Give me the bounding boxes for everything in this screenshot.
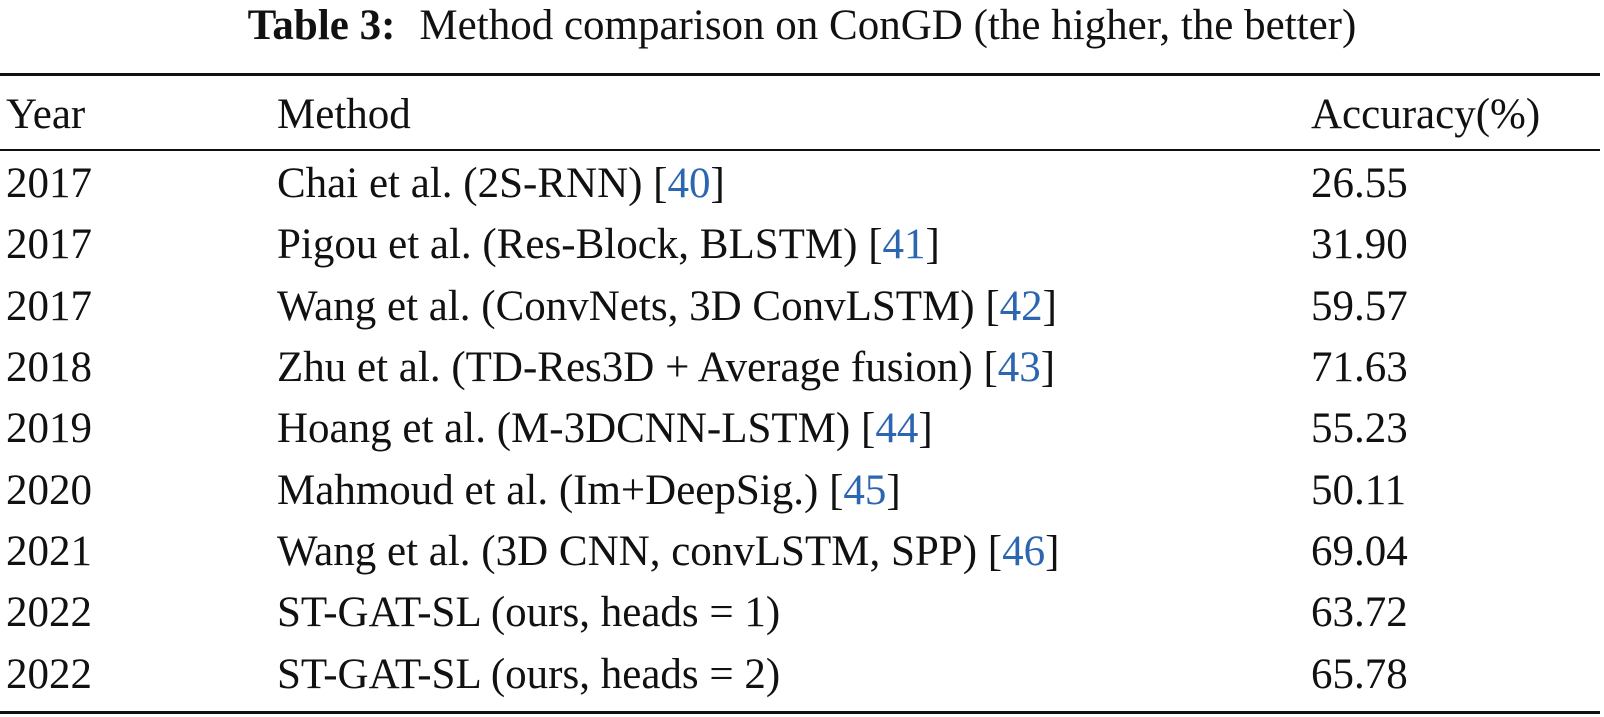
table-caption: Table 3: Method comparison on ConGD (the … — [0, 2, 1604, 50]
citation-bracket: ] — [1042, 282, 1057, 330]
citation-bracket: ] — [710, 160, 725, 208]
citation-link[interactable]: 46 — [1002, 527, 1046, 575]
method-name: Wang et al. (3D CNN, convLSTM, SPP) [ — [277, 527, 1003, 575]
citation-bracket: ] — [925, 221, 940, 269]
cell-accuracy: 65.78 — [1311, 650, 1408, 698]
cell-accuracy: 26.55 — [1311, 160, 1408, 208]
cell-method: Mahmoud et al. (Im+DeepSig.) [45] — [277, 459, 1311, 520]
header-accuracy: Accuracy(%) — [1311, 90, 1541, 138]
header-rule — [0, 149, 1600, 151]
results-table: Year Method Accuracy(%) 2017 Chai et al. … — [0, 81, 1604, 705]
cell-year: 2017 — [6, 221, 92, 269]
cell-accuracy: 63.72 — [1311, 589, 1408, 637]
cell-method: Wang et al. (ConvNets, 3D ConvLSTM) [42] — [277, 276, 1311, 337]
table-row: 2022 ST-GAT-SL (ours, heads = 2) 65.78 — [0, 643, 1604, 704]
citation-link[interactable]: 41 — [882, 221, 926, 269]
method-name: ST-GAT-SL (ours, heads = 2) — [277, 650, 781, 698]
citation-bracket: ] — [1040, 344, 1056, 392]
citation-bracket: ] — [886, 466, 901, 514]
citation-link[interactable]: 45 — [843, 466, 887, 514]
cell-year: 2017 — [6, 282, 92, 330]
table-row: 2021 Wang et al. (3D CNN, convLSTM, SPP) … — [0, 521, 1604, 582]
cell-accuracy: 59.57 — [1311, 282, 1408, 330]
cell-method: Zhu et al. (TD-Res3D + Average fusion) [… — [277, 337, 1311, 398]
header-year: Year — [6, 90, 86, 138]
citation-link[interactable]: 43 — [997, 344, 1041, 392]
method-name: Chai et al. (2S-RNN) [ — [277, 160, 668, 208]
header-row: Year Method Accuracy(%) — [0, 81, 1604, 147]
cell-accuracy: 31.90 — [1311, 221, 1408, 269]
table-row: 2020 Mahmoud et al. (Im+DeepSig.) [45] 50.… — [0, 459, 1604, 520]
method-name: Pigou et al. (Res-Block, BLSTM) [ — [277, 221, 883, 269]
citation-link[interactable]: 42 — [999, 282, 1043, 330]
table-row: 2018 Zhu et al. (TD-Res3D + Average fusio… — [0, 337, 1604, 398]
method-name: Hoang et al. (M-3DCNN-LSTM) [ — [277, 405, 876, 453]
table-header: Year Method Accuracy(%) — [0, 81, 1604, 153]
table-row: 2022 ST-GAT-SL (ours, heads = 1) 63.72 — [0, 582, 1604, 643]
cell-year: 2020 — [6, 466, 92, 514]
caption-label: Table 3: — [247, 2, 396, 49]
table-row: 2017 Chai et al. (2S-RNN) [40] 26.55 — [0, 153, 1604, 214]
cell-method: Chai et al. (2S-RNN) [40] — [277, 153, 1311, 214]
cell-accuracy: 55.23 — [1311, 405, 1408, 453]
cell-method: Hoang et al. (M-3DCNN-LSTM) [44] — [277, 398, 1311, 459]
bottom-rule — [0, 711, 1600, 714]
cell-method: ST-GAT-SL (ours, heads = 1) — [277, 582, 1311, 643]
cell-accuracy: 69.04 — [1311, 527, 1408, 575]
cell-method: ST-GAT-SL (ours, heads = 2) — [277, 643, 1311, 704]
cell-year: 2022 — [6, 589, 92, 637]
cell-year: 2022 — [6, 650, 92, 698]
cell-accuracy: 50.11 — [1311, 466, 1407, 514]
cell-year: 2018 — [6, 344, 92, 392]
citation-bracket: ] — [1045, 527, 1060, 575]
method-name: Zhu et al. (TD-Res3D + Average fusion) [ — [277, 344, 998, 392]
cell-accuracy: 71.63 — [1311, 344, 1408, 392]
method-name: Wang et al. (ConvNets, 3D ConvLSTM) [ — [277, 282, 1000, 330]
table-row: 2017 Pigou et al. (Res-Block, BLSTM) [41]… — [0, 214, 1604, 275]
cell-method: Wang et al. (3D CNN, convLSTM, SPP) [46] — [277, 521, 1311, 582]
cell-year: 2021 — [6, 527, 92, 575]
top-rule — [0, 73, 1600, 76]
header-method: Method — [277, 90, 411, 138]
method-name: ST-GAT-SL (ours, heads = 1) — [277, 589, 781, 637]
table-row: 2017 Wang et al. (ConvNets, 3D ConvLSTM) … — [0, 276, 1604, 337]
table-row: 2019 Hoang et al. (M-3DCNN-LSTM) [44] 55.2… — [0, 398, 1604, 459]
caption-text: Method comparison on ConGD (the higher, … — [419, 2, 1357, 49]
citation-bracket: ] — [918, 405, 933, 453]
cell-method: Pigou et al. (Res-Block, BLSTM) [41] — [277, 214, 1311, 275]
method-name: Mahmoud et al. (Im+DeepSig.) [ — [277, 466, 844, 514]
citation-link[interactable]: 44 — [875, 405, 919, 453]
cell-year: 2019 — [6, 405, 92, 453]
table-body: 2017 Chai et al. (2S-RNN) [40] 26.55 2017 Pi… — [0, 153, 1604, 705]
cell-year: 2017 — [6, 160, 92, 208]
citation-link[interactable]: 40 — [667, 160, 711, 208]
